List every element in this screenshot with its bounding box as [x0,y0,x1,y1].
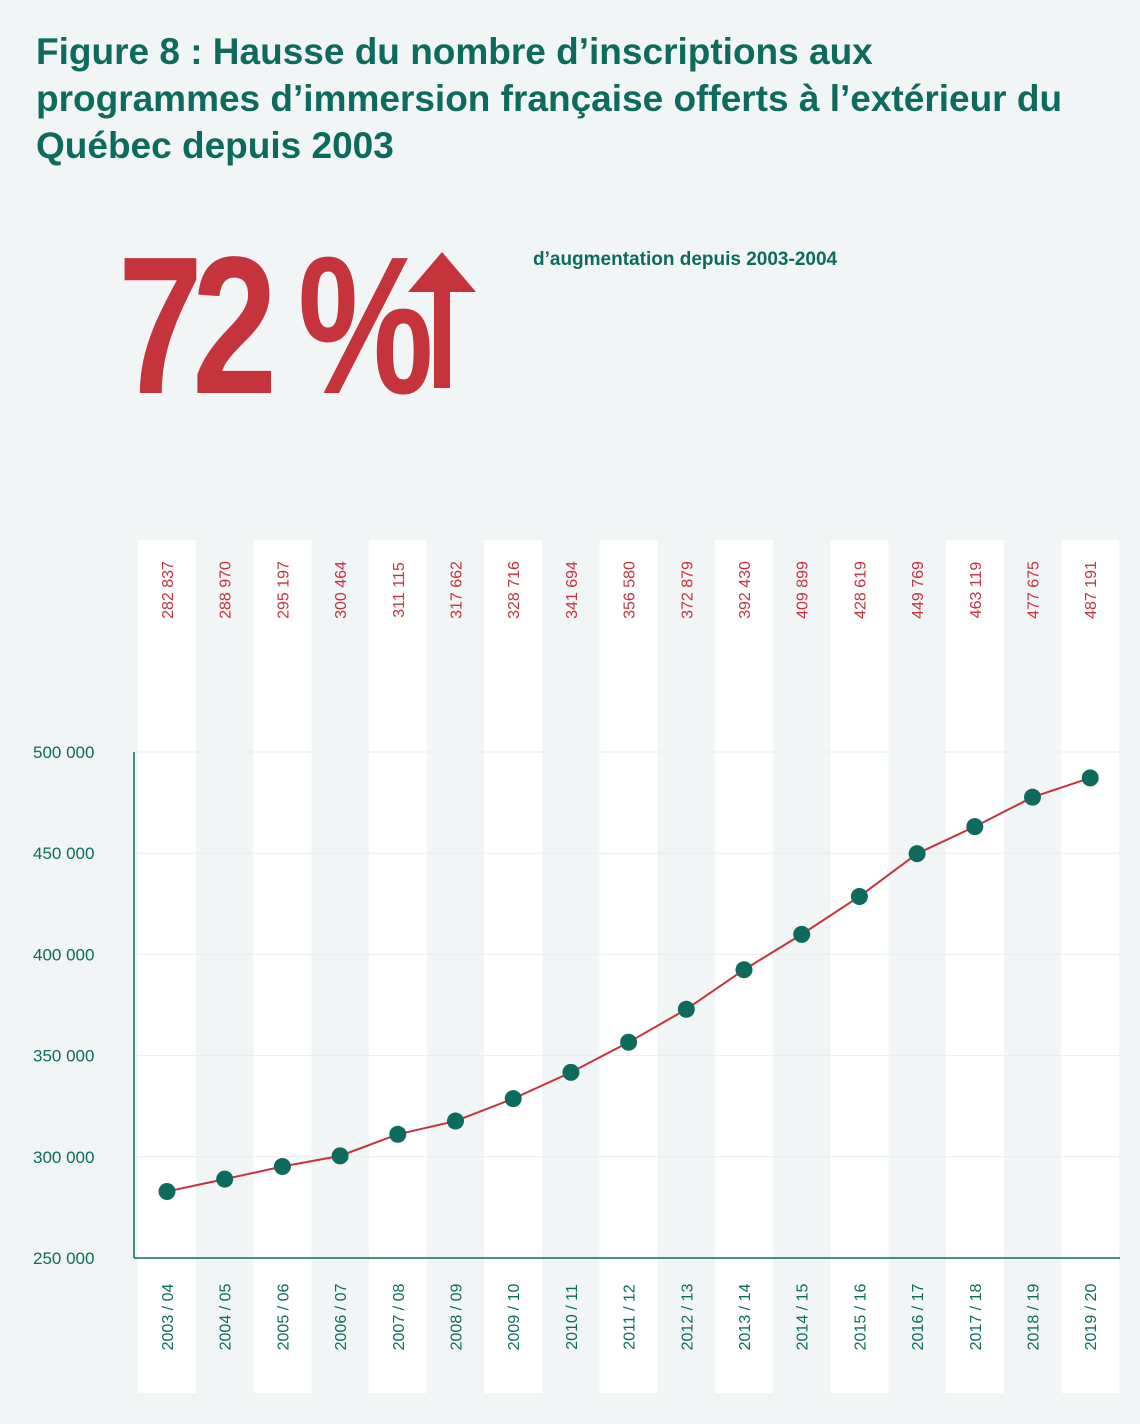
column-band [1061,540,1120,1393]
page-title: Figure 8 : Hausse du nombre d’inscriptio… [36,31,1063,166]
data-label: 392 430 [737,561,754,619]
data-label: 428 619 [852,561,869,619]
x-tick-label: 2017 / 18 [968,1284,985,1351]
data-label: 282 837 [160,561,177,619]
data-point [562,1063,580,1081]
data-label: 300 464 [333,561,350,619]
data-label: 409 899 [795,561,812,619]
data-point [158,1183,176,1201]
column-band [138,540,196,1393]
x-tick-label: 2005 / 06 [275,1284,292,1351]
x-tick-label: 2009 / 10 [506,1284,523,1351]
headline-caption: d’augmentation depuis 2003-2004 [533,249,838,270]
data-point [1024,788,1041,806]
data-label: 295 197 [275,561,292,619]
column-band [484,540,543,1393]
y-tick-label: 250 000 [33,1249,94,1268]
data-label: 372 879 [679,561,696,619]
data-label: 477 675 [1026,561,1043,619]
data-point [389,1125,407,1143]
data-label: 487 191 [1083,561,1100,619]
x-tick-label: 2016 / 17 [910,1284,927,1351]
y-tick-label: 350 000 [33,1047,94,1066]
y-tick-label: 500 000 [33,743,94,762]
x-tick-label: 2014 / 15 [795,1284,812,1351]
column-band [368,540,427,1393]
x-tick-label: 2006 / 07 [333,1284,350,1351]
data-label: 341 694 [564,561,581,619]
x-tick-label: 2019 / 20 [1083,1284,1100,1351]
x-tick-label: 2003 / 04 [160,1284,177,1351]
y-tick-label: 300 000 [33,1148,94,1167]
y-tick-label: 450 000 [33,844,94,863]
data-label: 317 662 [449,561,466,619]
data-point [850,887,868,905]
x-tick-label: 2011 / 12 [622,1284,639,1350]
data-label: 463 119 [968,562,985,619]
x-tick-label: 2018 / 19 [1026,1284,1043,1351]
data-label: 311 115 [391,562,408,618]
data-point [620,1033,638,1051]
x-tick-label: 2010 / 11 [564,1284,581,1350]
column-band [830,540,889,1393]
x-tick-label: 2015 / 16 [852,1284,869,1351]
column-band [945,540,1004,1393]
data-label: 449 769 [910,561,927,619]
x-tick-label: 2012 / 13 [679,1284,696,1351]
x-tick-label: 2004 / 05 [218,1284,235,1351]
data-point [1081,769,1099,787]
data-point [504,1090,522,1108]
data-label: 288 970 [218,561,235,619]
data-point [966,818,984,836]
data-point [216,1170,234,1188]
x-tick-label: 2008 / 09 [449,1284,466,1351]
data-label: 356 580 [622,561,639,619]
column-band [253,540,312,1393]
arrow-up-icon [408,252,476,388]
headline-percentage: 72 % [118,216,434,435]
x-tick-label: 2007 / 08 [391,1284,408,1351]
data-point [677,1000,695,1018]
x-tick-label: 2013 / 14 [737,1284,754,1351]
y-tick-label: 400 000 [33,945,94,964]
data-point [793,925,811,943]
column-band [599,540,658,1393]
data-point [273,1158,291,1176]
data-point [447,1112,464,1130]
data-label: 328 716 [506,561,523,619]
data-point [331,1147,349,1165]
data-point [908,845,926,863]
data-point [735,961,753,979]
